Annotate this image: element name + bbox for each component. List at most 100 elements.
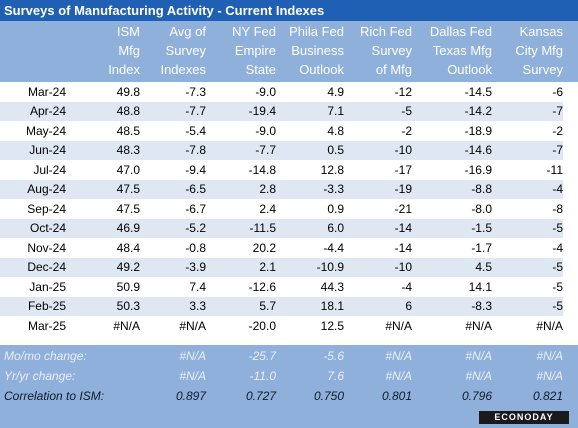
header-line: Indexes (160, 62, 206, 77)
cell-ny-fed: -11.5 (206, 218, 276, 238)
cell-kansas-city: -11 (546, 162, 563, 177)
cell-rich-fed: -12 (394, 84, 412, 99)
cell-phila-fed: 6.0 (276, 218, 344, 238)
cell-rich-fed: -10 (344, 257, 412, 277)
cell-ny-fed: 2.4 (259, 201, 276, 216)
table-row: Dec-24 49.2 -3.9 2.1 -10.9 -10 4.5 -5 (0, 257, 563, 277)
cell-kansas-city: -6 (552, 84, 563, 99)
column-header-avg: Avg of Survey Indexes (144, 21, 206, 82)
cell-kansas-city: -4 (552, 240, 563, 255)
value: 0.897 (175, 389, 206, 403)
value: #N/A (536, 349, 563, 363)
value: #N/A (465, 369, 492, 383)
cell-dallas-fed: -8.0 (471, 201, 492, 216)
value: 0.801 (381, 389, 412, 403)
header-line: Survey (165, 43, 206, 58)
header-line: Mfg (118, 43, 140, 58)
cell-dallas-fed: -18.9 (464, 123, 492, 138)
value: #N/A (465, 349, 492, 363)
cell-ny-fed: -20.0 (248, 318, 276, 333)
cell-kansas-city: -4 (492, 179, 563, 199)
value: 7.6 (327, 369, 344, 383)
month-label: Mar-25 (27, 318, 66, 333)
header-line: Phila Fed (289, 24, 344, 39)
table-row: Feb-25 50.3 3.3 5.7 18.1 6 -8.3 -5 (0, 296, 563, 316)
header-line: Survey (371, 43, 412, 58)
month-label: Nov-24 (27, 240, 66, 255)
cell-dallas-fed: -16.9 (464, 162, 492, 177)
cell-dallas-fed: -14.2 (412, 101, 492, 121)
econoday-logo: ECONODAY (479, 411, 569, 424)
column-header-ny-fed: NY Fed Empire State (210, 21, 276, 82)
cell-rich-fed: -21 (394, 201, 412, 216)
cell-ism: 50.3 (74, 296, 140, 316)
cell-kansas-city: -5 (552, 279, 563, 294)
column-header-dallas-fed: Dallas Fed Texas Mfg Outlook (418, 21, 492, 82)
cell-ism: 46.9 (74, 218, 140, 238)
table-row: Sep-24 47.5 -6.7 2.4 0.9 -21 -8.0 -8 (0, 199, 563, 219)
cell-rich-fed: -17 (394, 162, 412, 177)
header-line: Business (291, 43, 344, 58)
cell-dallas-fed: #N/A (465, 318, 492, 333)
cell-kansas-city: -7 (492, 101, 563, 121)
cell-ny-fed: -9.0 (255, 84, 276, 99)
cell-phila-fed: 18.1 (276, 296, 344, 316)
value: -25.7 (248, 349, 276, 363)
cell-ism: 49.2 (74, 257, 140, 277)
value: #N/A (385, 349, 412, 363)
cell-avg: -9.4 (185, 162, 206, 177)
cell-avg: -5.2 (140, 218, 206, 238)
cell-rich-fed: -5 (344, 101, 412, 121)
data-table-body: Mar-24 49.8 -7.3 -9.0 4.9 -12 -14.5 -6 A… (0, 82, 563, 336)
table-row: May-24 48.5 -5.4 -9.0 4.8 -2 -18.9 -2 (0, 121, 563, 141)
header-line: City Mfg (515, 43, 563, 58)
table-row: Mar-25 #N/A #N/A -20.0 12.5 #N/A #N/A #N… (0, 316, 563, 336)
cell-kansas-city: -5 (492, 257, 563, 277)
header-line: State (245, 62, 276, 77)
cell-ny-fed: -19.4 (206, 101, 276, 121)
header-line: Texas Mfg (432, 43, 492, 58)
column-header-ism: ISM Mfg Index (84, 21, 140, 82)
cell-ism: 49.8 (116, 84, 140, 99)
table-title: Surveys of Manufacturing Activity - Curr… (0, 0, 578, 21)
month-label: Jun-24 (0, 140, 74, 160)
cell-phila-fed: 7.1 (276, 101, 344, 121)
cell-ism: 48.8 (74, 101, 140, 121)
cell-phila-fed: -3.3 (276, 179, 344, 199)
cell-ism: 47.5 (74, 179, 140, 199)
cell-avg: -7.7 (140, 101, 206, 121)
header-line: NY Fed (232, 24, 276, 39)
cell-kansas-city: -5 (492, 218, 563, 238)
cell-kansas-city: #N/A (536, 318, 563, 333)
header-line: Dallas Fed (429, 24, 492, 39)
cell-avg: -7.3 (185, 84, 206, 99)
cell-avg: -7.8 (140, 140, 206, 160)
summary-footer: Mo/mo change: #N/A -25.7 -5.6 #N/A #N/A … (0, 345, 578, 428)
header-line: Kansas (519, 24, 563, 39)
cell-phila-fed: 4.8 (327, 123, 344, 138)
row-label: Correlation to ISM: (4, 389, 105, 403)
cell-rich-fed: -19 (344, 179, 412, 199)
mo-mo-change-row: Mo/mo change: #N/A -25.7 -5.6 #N/A #N/A … (0, 347, 578, 366)
value: #N/A (385, 369, 412, 383)
cell-ism: 48.4 (116, 240, 140, 255)
month-label: Dec-24 (0, 257, 74, 277)
cell-rich-fed: -14 (344, 218, 412, 238)
header-line: ISM (116, 24, 140, 39)
column-header-phila-fed: Phila Fed Business Outlook (280, 21, 344, 82)
cell-dallas-fed: -1.7 (471, 240, 492, 255)
row-label: Mo/mo change: (4, 349, 87, 363)
month-label: Mar-24 (27, 84, 66, 99)
header-line: Outlook (299, 62, 344, 77)
value: 0.821 (532, 389, 563, 403)
header-line: of Mfg (375, 62, 412, 77)
table-row: Mar-24 49.8 -7.3 -9.0 4.9 -12 -14.5 -6 (0, 82, 563, 102)
cell-dallas-fed: -8.8 (412, 179, 492, 199)
value: 0.796 (461, 389, 492, 403)
cell-ism: 48.3 (74, 140, 140, 160)
month-label: Oct-24 (0, 218, 74, 238)
cell-kansas-city: -5 (492, 296, 563, 316)
cell-avg: #N/A (179, 318, 206, 333)
cell-avg: -3.9 (140, 257, 206, 277)
